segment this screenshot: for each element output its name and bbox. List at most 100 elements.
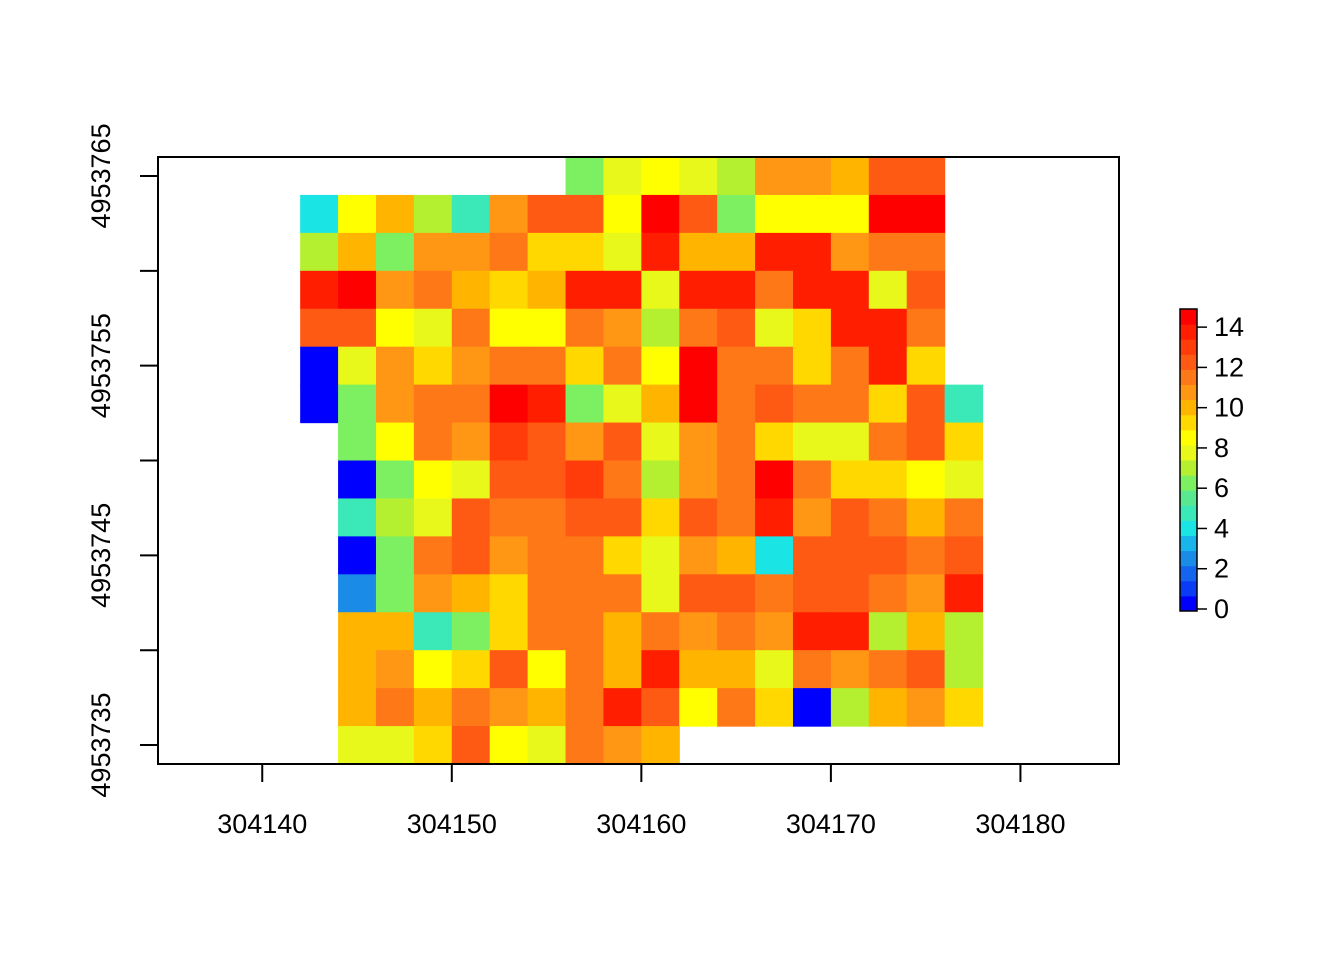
heatmap-cell [641,460,680,500]
heatmap-cell [565,232,605,272]
heatmap-cell [413,536,453,575]
heatmap-cell [527,688,567,727]
heatmap-cell [792,270,832,310]
heatmap-cell [641,574,680,613]
heatmap-cell [413,270,453,310]
heatmap-cell [906,460,946,500]
heatmap-cell [565,498,605,537]
heatmap-cell [603,688,642,727]
heatmap-cell [679,308,718,348]
heatmap-cell [906,194,946,234]
heatmap-cell [906,232,946,272]
heatmap-cell [755,498,794,537]
heatmap-cell [641,232,680,272]
heatmap-cell [717,650,756,689]
heatmap-cell [603,194,642,234]
legend-swatch [1180,475,1197,491]
heatmap-cell [489,194,529,234]
heatmap-cell [375,308,415,348]
heatmap-cell [792,422,832,462]
heatmap-cell [300,270,339,310]
heatmap-cell [451,498,491,537]
heatmap-cell [717,346,756,386]
heatmap-cell [830,650,870,689]
heatmap-cell [717,384,756,424]
heatmap-cell [755,157,794,196]
heatmap-cell [906,308,946,348]
heatmap-cell [679,384,718,424]
heatmap-cell [792,612,832,651]
heatmap-cell [906,536,946,575]
heatmap-cell [451,650,491,689]
legend-tick-label: 2 [1214,554,1229,584]
heatmap-cell [717,232,756,272]
x-axis: 304140 304150 304160 304170 304180 [217,764,1065,839]
heatmap-cell [641,688,680,727]
heatmap-cell [338,270,377,310]
heatmap-cell [338,536,377,575]
heatmap-cell [792,460,832,500]
heatmap-cell [300,384,339,424]
heatmap-cell [527,536,567,575]
heatmap-cell [641,650,680,689]
heatmap-cell [868,422,908,462]
legend-swatch [1180,565,1197,582]
heatmap-cell [830,688,870,727]
heatmap-cell [755,194,794,234]
heatmap-cell [338,346,377,386]
heatmap-cell [489,422,529,462]
heatmap-cell [679,574,718,613]
heatmap-cell [717,157,756,196]
heatmap-cell [679,232,718,272]
heatmap-cell [603,232,642,272]
heatmap-cell [603,612,642,651]
legend-swatch [1180,444,1197,461]
heatmap-cell [679,460,718,500]
heatmap-cell [717,612,756,651]
heatmap-cell [755,460,794,500]
x-tick-label: 304160 [596,809,686,839]
heatmap-cell [603,574,642,613]
heatmap-cell [830,157,870,196]
heatmap-cell [565,194,605,234]
heatmap-cell [489,270,529,310]
heatmap-cell [375,422,415,462]
heatmap-cell [603,498,642,537]
heatmap-cell [451,574,491,613]
heatmap-cell [792,232,832,272]
legend-swatch [1180,550,1197,567]
heatmap-cell [830,574,870,613]
heatmap-cell [603,384,642,424]
heatmap-cell [641,384,680,424]
x-tick-label: 304180 [975,809,1065,839]
heatmap-cell [906,157,946,196]
heatmap-cell [755,384,794,424]
heatmap-cell [944,384,984,424]
heatmap-cell [906,688,946,727]
heatmap-cell [944,612,984,651]
heatmap-cell [603,460,642,500]
heatmap-cell [527,460,567,500]
heatmap-cell [755,650,794,689]
heatmap-cell [451,346,491,386]
heatmap-cell [868,232,908,272]
heatmap-cell [338,612,377,651]
heatmap-cell [755,536,794,575]
heatmap-cell [527,194,567,234]
heatmap-cell [489,460,529,500]
heatmap-cell [641,536,680,575]
heatmap-cell [755,688,794,727]
legend-swatch [1180,490,1197,506]
heatmap-cell [830,498,870,537]
heatmap-cell [565,536,605,575]
heatmap-cell [527,346,567,386]
heatmap-cell [413,612,453,651]
heatmap-cell [792,384,832,424]
heatmap-cell [830,270,870,310]
heatmap-cell [717,574,756,613]
heatmap-cell [527,270,567,310]
heatmap-cell [338,688,377,727]
heatmap-cell [413,384,453,424]
heatmap-cell [300,194,339,234]
heatmap-cell [413,346,453,386]
